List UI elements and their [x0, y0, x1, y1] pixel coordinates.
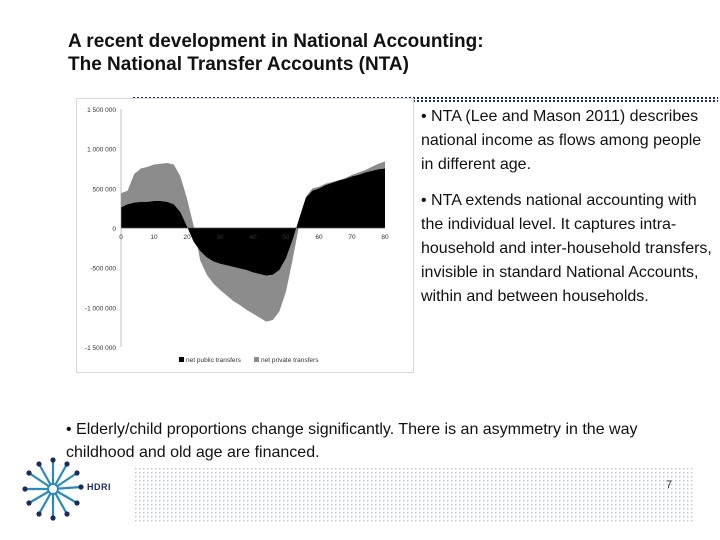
x-tick-label: 50 — [282, 234, 290, 241]
x-tick-label: 80 — [381, 234, 389, 241]
x-tick-label: 10 — [150, 234, 158, 241]
logo-text: HDRI — [87, 482, 111, 492]
x-tick-label: 60 — [315, 234, 323, 241]
page-number: 7 — [666, 479, 673, 491]
hdri-logo-icon — [22, 457, 84, 521]
top-dotted-rule — [133, 97, 718, 102]
x-tick-label: 0 — [119, 234, 123, 241]
slide-title: A recent development in National Account… — [68, 30, 668, 76]
y-tick-label: -1 000 000 — [85, 305, 116, 312]
nta-area-chart: 1 500 000 1 000 000 500 000 0 -500 000 -1 000… — [76, 98, 414, 373]
x-tick-label: 40 — [249, 234, 257, 241]
y-tick-label: -500 000 — [90, 266, 116, 273]
series-net-private-transfers — [121, 161, 385, 322]
title-line-2: The National Transfer Accounts (NTA) — [68, 54, 409, 75]
footer-dotted-band — [135, 468, 695, 524]
bottom-bullet: • Elderly/child proportions change signi… — [66, 421, 638, 461]
legend-swatch-public — [179, 357, 184, 362]
title-line-1: A recent development in National Account… — [68, 31, 484, 52]
y-tick-label: -1 500 000 — [85, 345, 116, 352]
y-tick-label: 0 — [112, 226, 116, 233]
legend-swatch-private — [254, 357, 259, 362]
bullet-list: • NTA (Lee and Mason 2011) describes nat… — [421, 105, 716, 321]
y-tick-label: 1 500 000 — [87, 107, 116, 114]
chart-canvas: 1 500 000 1 000 000 500 000 0 -500 000 -1 000… — [85, 107, 389, 364]
y-tick-label: 1 000 000 — [87, 147, 116, 154]
x-tick-label: 30 — [216, 234, 224, 241]
legend-label-public: net public transfers — [186, 357, 242, 364]
series-net-public-transfers — [121, 168, 385, 276]
bullet-nta-definition: • NTA (Lee and Mason 2011) describes nat… — [421, 108, 702, 173]
legend-label-private: net private transfers — [261, 357, 319, 364]
bullet-nta-extension: • NTA extends national accounting with t… — [421, 192, 712, 305]
x-tick-label: 70 — [348, 234, 356, 241]
y-tick-label: 500 000 — [93, 186, 117, 193]
x-tick-label: 20 — [183, 234, 191, 241]
